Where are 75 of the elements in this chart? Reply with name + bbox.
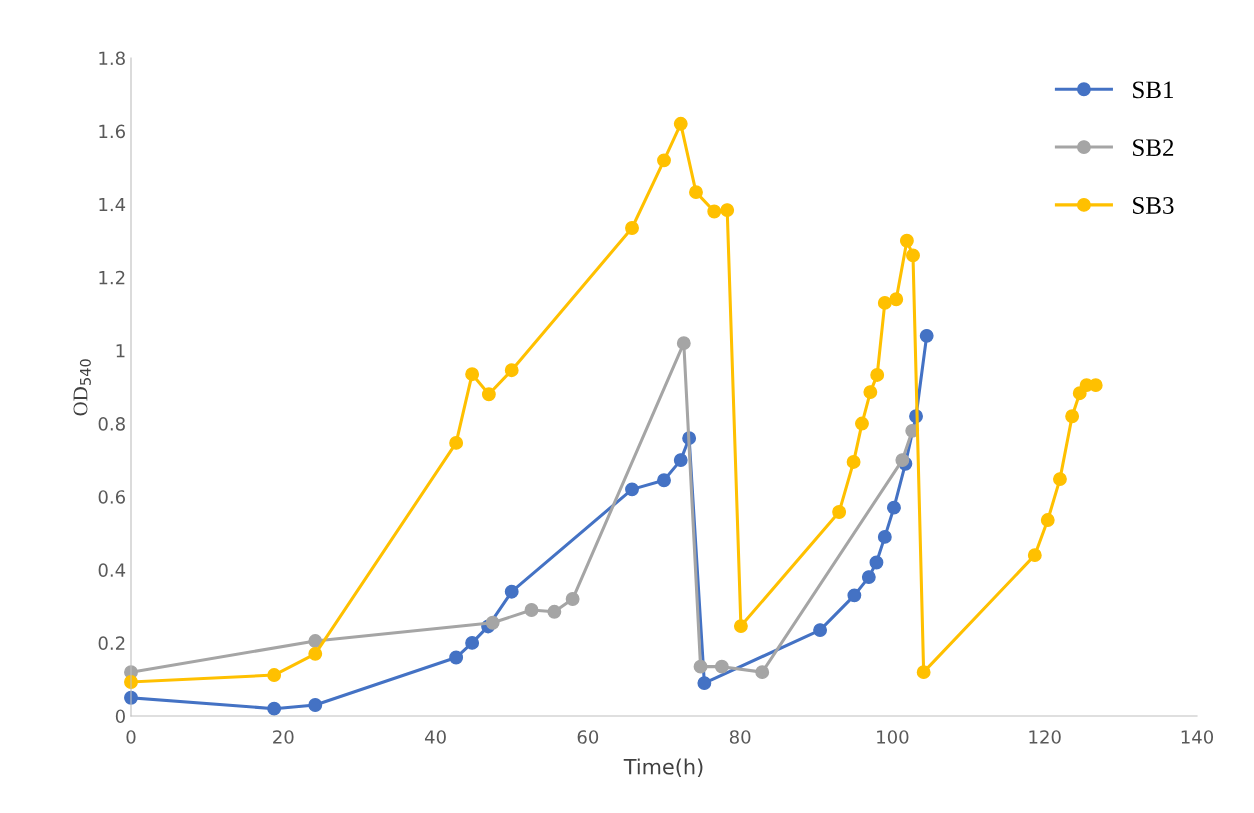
point [308,646,323,661]
point [689,185,703,200]
y-tick-label: 1.8 [99,51,125,66]
y-tick-label: 0.2 [98,636,125,651]
point [267,668,282,683]
point [1040,513,1055,528]
point [707,204,722,219]
point [465,367,480,382]
point [889,292,904,307]
point [863,385,878,400]
point [714,659,729,674]
y-axis-title: OD$_{540}$ [73,359,91,416]
y-tick-label: 1 [116,344,125,358]
point [524,603,539,617]
x-axis-title: Time(h) [623,758,703,778]
point [657,153,671,168]
x-tick-label: 0 [126,730,136,744]
point [1052,472,1067,487]
point [267,701,282,716]
point [504,584,519,599]
x-tick-label: 60 [577,730,599,744]
y-tick-label: 0.6 [98,490,125,504]
point [1065,409,1080,424]
point [846,454,861,469]
point [877,529,892,544]
x-tick-label: 120 [1029,730,1061,744]
point [625,221,639,235]
point [919,328,934,343]
point [869,555,884,570]
point [847,588,862,603]
legend-label: SB3 [1133,197,1174,214]
point [547,604,562,619]
point [449,650,464,665]
y-tick-label: 0.4 [98,563,126,577]
point [449,435,464,450]
point [676,336,691,351]
point [308,634,323,649]
x-tick-label: 140 [1181,730,1214,744]
point [861,570,876,585]
point [308,698,323,712]
x-tick-label: 80 [729,730,751,744]
y-tick-label: 0.8 [98,417,125,431]
point [693,659,708,674]
point [855,416,869,431]
point [625,482,639,497]
y-tick-label: 1.6 [99,124,125,139]
y-tick-label: 1.4 [99,197,126,212]
point [673,116,688,131]
point [887,500,901,515]
point [906,248,920,263]
point [485,615,500,630]
point [565,592,580,606]
point [481,387,496,402]
point [832,505,847,519]
point [755,665,770,680]
y-tick-label: 0 [115,709,125,724]
x-tick-label: 40 [424,730,446,744]
point [720,203,735,218]
point [697,676,712,691]
point [657,473,671,488]
point [465,635,480,650]
legend-label: SB1 [1133,81,1173,99]
point [673,453,688,468]
point [1027,548,1042,563]
point [813,623,828,638]
point [916,665,931,680]
x-tick-label: 20 [273,730,294,744]
point [504,363,519,378]
point [877,295,892,310]
point [870,367,885,382]
x-tick-label: 100 [877,730,909,744]
y-tick-label: 1.2 [99,270,125,285]
point [899,233,914,248]
point [733,619,748,634]
legend-label: SB2 [1133,139,1174,157]
